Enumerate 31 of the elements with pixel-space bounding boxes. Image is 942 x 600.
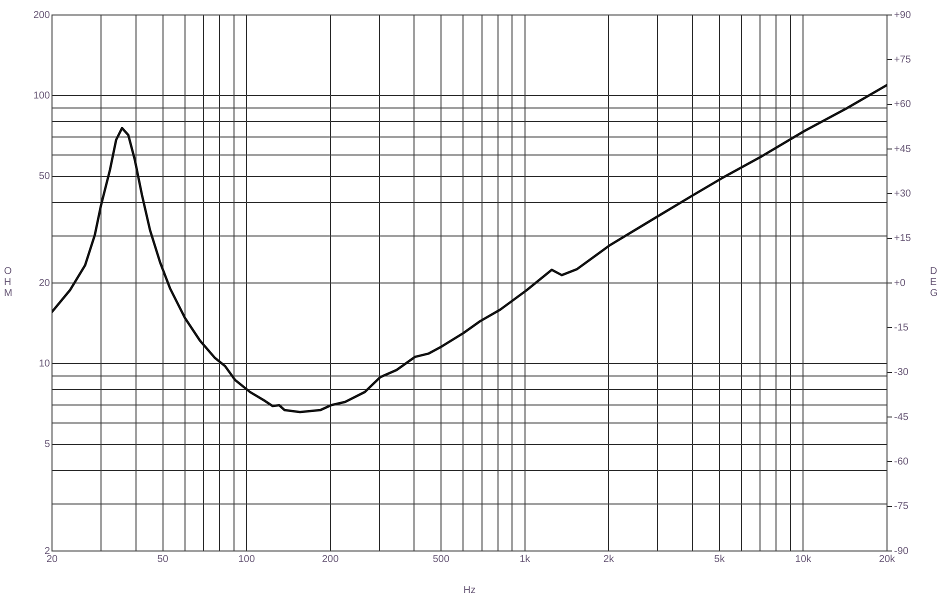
y2-tick-label: +0 [894,278,906,289]
y-tick-label: 100 [33,90,50,102]
y-tick-label: 5 [44,439,50,450]
y-tick-label: 200 [33,10,50,21]
x-tick-label: 200 [322,554,340,565]
y2-tick-label: +90 [894,10,912,21]
x-tick-label: 20k [878,554,896,565]
y2-tick-label: +75 [894,54,912,66]
y2-tick-label: -90 [894,546,909,557]
x-tick-label: 5k [714,554,726,565]
y2-tick-label: +15 [894,233,912,244]
y2-tick-label: +45 [894,144,912,155]
y2-tick-label: +60 [894,99,912,110]
y2-tick-label: -75 [894,501,909,512]
y2-tick-label: -45 [894,412,909,423]
x-tick-label: 1k [520,554,532,565]
y-tick-label: 50 [38,171,50,182]
x-tick-label: 50 [157,554,169,565]
x-tick-label: 2k [603,554,615,565]
y2-tick-label: -60 [894,456,909,468]
y2-axis-title: DEG [930,266,938,299]
y2-tick-label: -15 [894,322,909,334]
x-axis-title: Hz [463,584,476,596]
x-tick-label: 500 [432,554,450,565]
y-axis-title: OHM [4,266,12,299]
x-tick-label: 100 [238,554,256,565]
y2-tick-label: -30 [894,367,909,378]
y-tick-label: 10 [38,358,50,370]
y2-tick-label: +30 [894,188,912,200]
x-tick-label: 10k [795,554,812,565]
y-tick-label: 20 [38,278,50,289]
